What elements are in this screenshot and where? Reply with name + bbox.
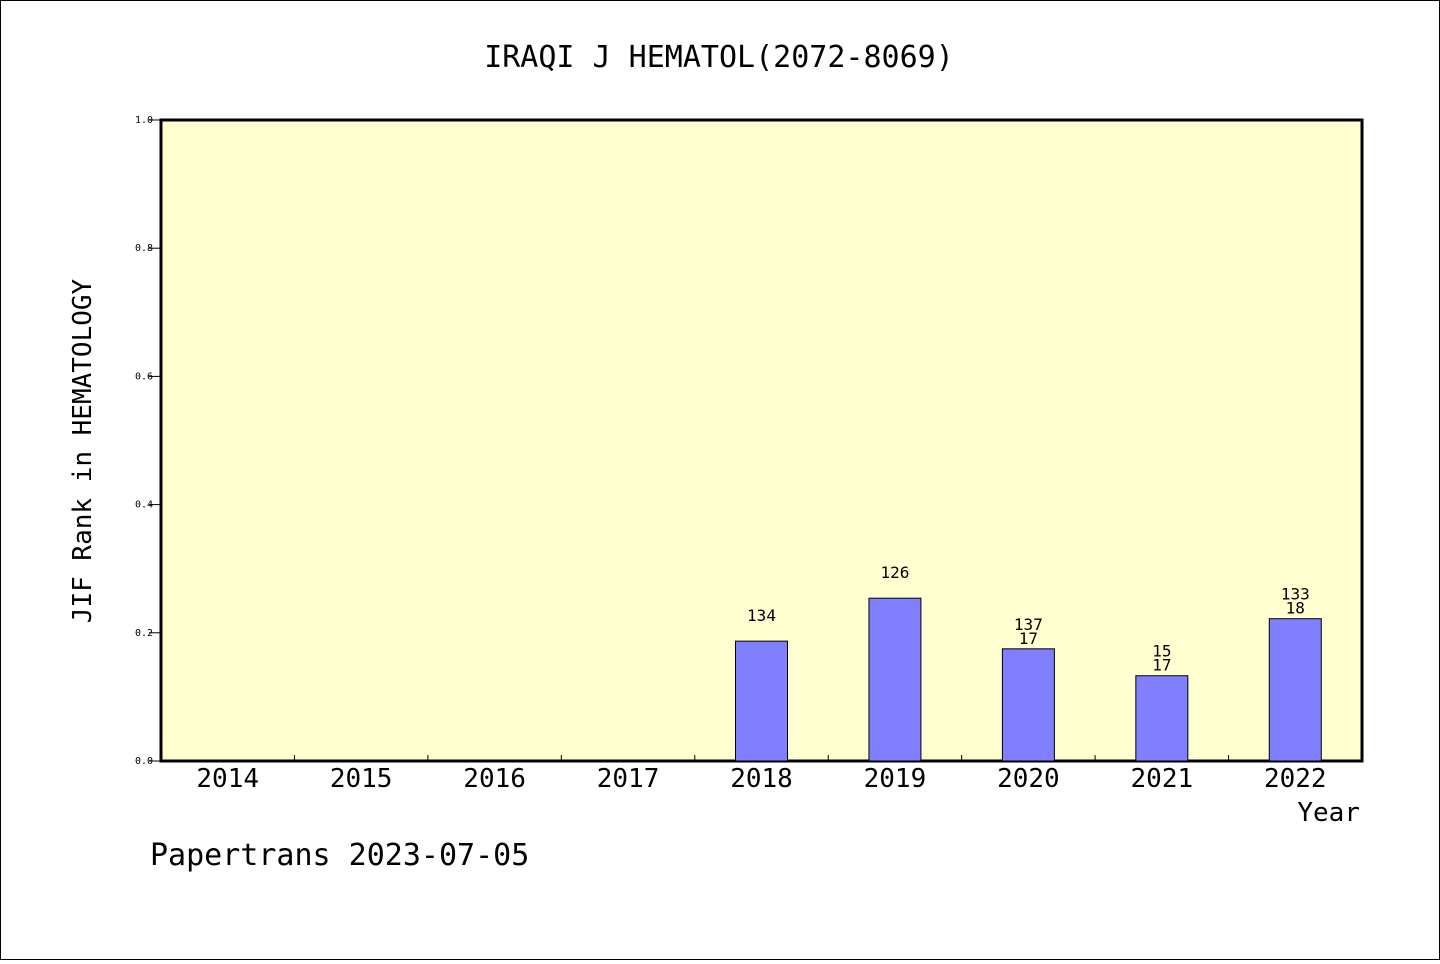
bar-label-top: 137: [1014, 615, 1043, 634]
y-tick-label: 0.6: [135, 371, 153, 382]
x-tick-label: 2022: [1264, 764, 1327, 794]
bar: [1268, 618, 1322, 762]
x-tick-label: 2018: [730, 764, 793, 794]
bar-label-top: 126: [880, 563, 909, 582]
bar-label-top: 15: [1152, 642, 1171, 661]
y-tick-label: 1.0: [135, 115, 153, 126]
bar: [1001, 648, 1055, 762]
x-tick-label: 2017: [597, 764, 660, 794]
y-tick-label: 0.4: [135, 500, 153, 511]
x-tick-label: 2019: [864, 764, 927, 794]
x-axis: 2014 2015 2016 2017 2018 2019 2020 2021 2022: [196, 755, 1327, 794]
y-axis-title: JIF Rank in HEMATOLOGY: [68, 278, 98, 623]
bar: [1135, 675, 1189, 762]
chart-title: IRAQI J HEMATOL(2072-8069): [484, 40, 954, 75]
bar-label-top: 134: [747, 606, 776, 625]
x-tick-label: 2015: [330, 764, 393, 794]
y-tick-label: 0.8: [135, 243, 153, 254]
y-tick-label: 0.2: [135, 628, 153, 639]
bar-label-bottom: 18: [1286, 599, 1305, 618]
x-tick-label: 2016: [463, 764, 526, 794]
bars: [735, 597, 1322, 762]
x-tick-label: 2014: [196, 764, 259, 794]
footer-credit: Papertrans 2023-07-05: [150, 838, 529, 873]
bar-label-bottom: 17: [1152, 656, 1171, 675]
bar: [735, 640, 788, 762]
bar: [868, 597, 922, 762]
y-axis: 0.0 0.2 0.4 0.6 0.8 1.0: [135, 115, 161, 767]
bar-label-bottom: 17: [1019, 629, 1038, 648]
x-tick-label: 2021: [1131, 764, 1194, 794]
y-tick-label: 0.0: [135, 756, 153, 767]
bar-label-top: 133: [1281, 585, 1310, 604]
x-axis-title: Year: [1297, 798, 1360, 828]
x-tick-label: 2020: [997, 764, 1060, 794]
